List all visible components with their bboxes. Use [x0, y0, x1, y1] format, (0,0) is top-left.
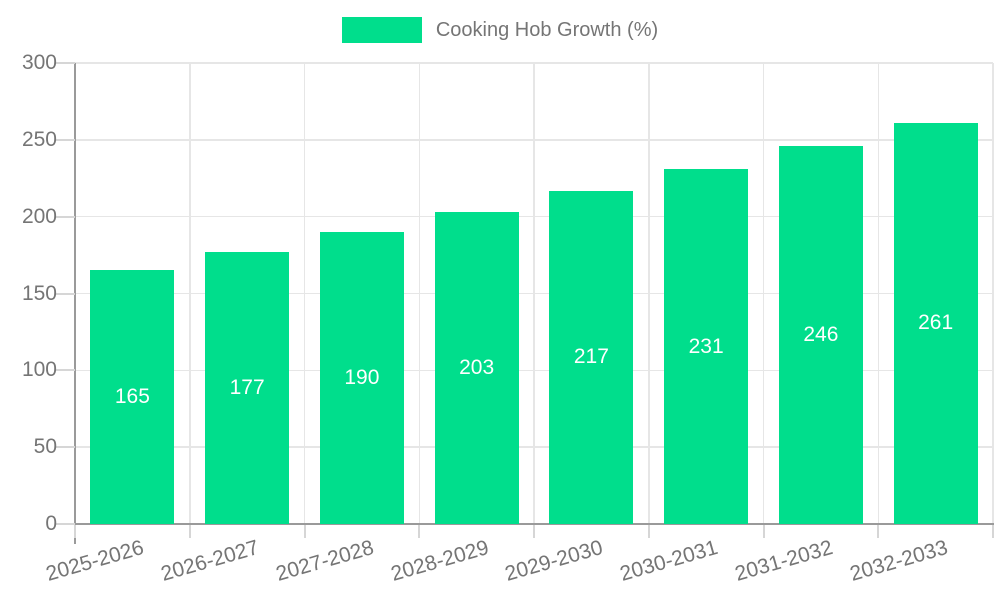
x-tick [74, 525, 76, 538]
bar-value-label: 217 [573, 345, 609, 369]
y-tick [55, 523, 75, 525]
bar-value-label: 231 [688, 334, 724, 358]
y-tick [55, 446, 75, 449]
legend-item-cooking-hob-growth[interactable]: Cooking Hob Growth (%) [341, 17, 659, 43]
x-gridline [189, 63, 191, 524]
x-gridline [877, 63, 879, 524]
x-gridline [762, 63, 765, 524]
x-tick [188, 525, 191, 538]
y-tick-label: 0 [45, 512, 57, 535]
bar-2027-2028[interactable] [319, 232, 404, 524]
x-gridline [533, 63, 535, 524]
bar-2025-2026[interactable] [90, 270, 175, 524]
legend-swatch-icon [341, 17, 422, 43]
x-gridline [418, 63, 420, 524]
x-tick [992, 525, 994, 538]
bar-value-label: 190 [344, 366, 380, 390]
x-tick [303, 525, 306, 538]
bar-value-label: 246 [803, 322, 839, 346]
y-tick-label: 250 [21, 127, 57, 151]
x-tick [647, 525, 650, 538]
y-tick [55, 215, 75, 218]
bar-2032-2033[interactable] [893, 122, 978, 524]
bar-value-label: 203 [459, 356, 495, 380]
plot-area [75, 62, 994, 524]
x-axis-line [74, 523, 994, 525]
bar-2029-2030[interactable] [549, 190, 634, 524]
y-tick-label: 150 [21, 281, 57, 305]
x-tick [877, 525, 880, 538]
y-tick-label: 200 [21, 204, 57, 228]
y-tick-label: 100 [21, 358, 57, 382]
y-tick-label: 300 [21, 51, 57, 74]
y-tick [55, 138, 75, 141]
y-axis-line [74, 63, 76, 544]
bar-2030-2031[interactable] [664, 169, 749, 524]
bar-value-label: 165 [114, 385, 150, 409]
x-tick [418, 525, 421, 538]
bar-value-label: 261 [918, 311, 954, 335]
bar-2028-2029[interactable] [434, 212, 519, 524]
bar-2031-2032[interactable] [778, 145, 863, 524]
x-gridline [303, 63, 306, 524]
y-tick-label: 50 [33, 435, 57, 459]
x-gridline [992, 63, 994, 524]
x-tick [762, 525, 765, 538]
legend-label: Cooking Hob Growth (%) [435, 19, 659, 41]
y-tick [55, 62, 75, 64]
bar-2026-2027[interactable] [205, 252, 290, 524]
chart-legend: Cooking Hob Growth (%) [0, 17, 1000, 43]
x-tick [533, 525, 535, 538]
x-gridline [648, 63, 650, 524]
bar-value-label: 177 [229, 376, 265, 399]
y-tick [55, 369, 75, 372]
y-tick [55, 292, 75, 295]
